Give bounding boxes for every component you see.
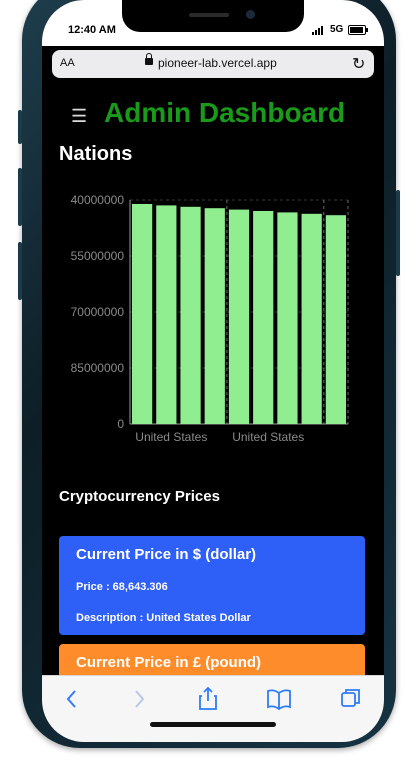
battery-icon: [348, 25, 368, 35]
home-indicator: [150, 722, 276, 727]
browser-toolbar: [42, 675, 384, 742]
back-icon[interactable]: [62, 684, 82, 714]
chart-bar-6: [253, 211, 274, 424]
y-tick-label: 40000000: [71, 193, 125, 207]
y-tick-label: 55000000: [71, 249, 125, 263]
y-tick-label: 70000000: [71, 305, 125, 319]
y-tick-label: 0: [117, 417, 124, 431]
crypto-heading: Cryptocurrency Prices: [59, 488, 220, 505]
status-bar: 12:40 AM 5G: [42, 0, 384, 46]
notch: [122, 0, 304, 32]
speaker: [189, 13, 229, 17]
app-content: ☰ Admin Dashboard Nations 40000000 550000…: [42, 88, 384, 675]
tabs-icon[interactable]: [339, 684, 363, 714]
card-title: Current Price in $ (dollar): [76, 546, 257, 563]
chart-bar-5: [228, 209, 250, 424]
chart-bar-8: [301, 213, 322, 424]
address-bar[interactable]: AA pioneer-lab.vercel.app ↻: [52, 50, 374, 78]
nations-bar-chart: 40000000 55000000 70000000 85000000 0 United …: [71, 193, 349, 444]
signal-icon: [312, 26, 323, 35]
power-button: [396, 190, 400, 276]
chart-bar-9: [325, 215, 346, 424]
x-tick-label: United States: [135, 430, 207, 444]
card-description: Description : United States Dollar: [76, 612, 251, 624]
network-label: 5G: [330, 24, 344, 35]
chart-bar-2: [156, 205, 177, 424]
share-icon[interactable]: [197, 684, 219, 714]
volume-down-button: [18, 242, 22, 300]
bookmarks-icon[interactable]: [266, 684, 292, 714]
reload-icon[interactable]: ↻: [352, 56, 366, 73]
camera-icon: [246, 10, 255, 19]
chart-bar-1: [132, 204, 153, 424]
y-tick-label: 85000000: [71, 361, 125, 375]
chart-bar-7: [277, 212, 298, 424]
phone-screen: 12:40 AM 5G AA pioneer-lab.vercel.app ↻ …: [42, 0, 384, 742]
reader-button[interactable]: AA: [60, 57, 75, 69]
forward-icon[interactable]: [129, 684, 149, 714]
pound-price-card: Current Price in £ (pound): [59, 644, 365, 675]
card-title: Current Price in £ (pound): [76, 654, 262, 671]
url-text[interactable]: pioneer-lab.vercel.app: [158, 56, 277, 70]
x-tick-label: United States: [232, 430, 304, 444]
menu-icon[interactable]: ☰: [71, 106, 88, 126]
chart-bar-3: [180, 206, 201, 424]
status-time: 12:40 AM: [68, 24, 116, 36]
dollar-price-card: Current Price in $ (dollar) Price : 68,6…: [59, 536, 365, 635]
action-button: [18, 110, 22, 144]
chart-bar-4: [204, 208, 225, 424]
lock-icon: [145, 53, 153, 65]
page-title: Admin Dashboard: [104, 97, 346, 128]
volume-up-button: [18, 168, 22, 226]
chart-heading: Nations: [59, 143, 133, 165]
card-price: Price : 68,643.306: [76, 581, 168, 593]
